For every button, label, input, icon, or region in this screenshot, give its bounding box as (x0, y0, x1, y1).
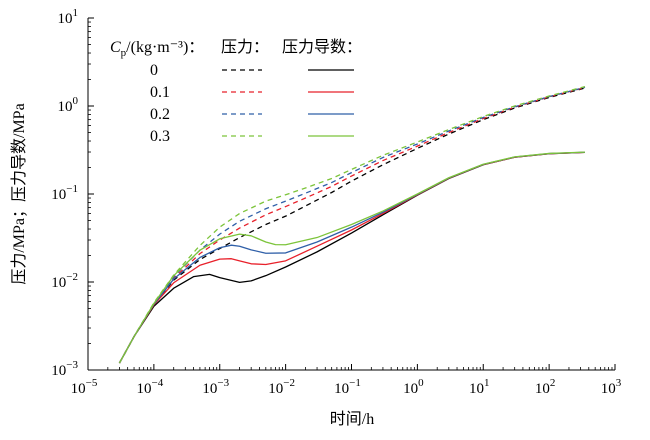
y-tick-label: 10−2 (51, 271, 78, 291)
series-line-pressure-0 (118, 87, 586, 364)
legend-label: 0 (150, 62, 158, 79)
x-tick-label: 10−3 (202, 377, 229, 397)
y-tick-label: 100 (58, 95, 79, 115)
x-tick-label: 10−1 (334, 377, 361, 397)
legend-label: 0.3 (150, 128, 170, 145)
y-tick-label: 10−1 (51, 183, 78, 203)
y-tick-label: 10−3 (51, 359, 78, 379)
x-tick-label: 10−5 (71, 377, 98, 397)
x-tick-label: 103 (601, 377, 622, 397)
legend: Cp/(kg·m⁻³)： 压力： 压力导数： 0 0.1 0.2 0.3 (110, 38, 362, 145)
x-axis-title: 时间/h (330, 410, 374, 428)
x-tick-label: 100 (403, 377, 424, 397)
legend-col-derivative: 压力导数： (282, 38, 362, 56)
legend-label: 0.1 (150, 84, 170, 101)
legend-label: 0.2 (150, 106, 170, 123)
axis-labels: 时间/h 压力/MPa；压力导数/MPa (10, 103, 374, 428)
legend-header: Cp/(kg·m⁻³)： (110, 39, 204, 59)
legend-col-pressure: 压力： (221, 38, 269, 56)
y-tick-label: 101 (58, 7, 79, 27)
x-tick-label: 10−2 (268, 377, 295, 397)
series-line-pressure-0-1 (118, 86, 586, 364)
series-line-pressure-0-2 (118, 86, 586, 364)
y-axis-title: 压力/MPa；压力导数/MPa (10, 103, 28, 284)
axes-group: 10−5 10−4 10−3 10−2 10−1 100 101 102 103 10−3 10−2… (51, 7, 621, 397)
series-line-derivative-0-3 (118, 151, 585, 364)
x-tick-label: 101 (469, 377, 490, 397)
x-tick-label: 102 (535, 377, 556, 397)
series-group (118, 86, 586, 364)
x-tick-label: 10−4 (137, 377, 164, 397)
